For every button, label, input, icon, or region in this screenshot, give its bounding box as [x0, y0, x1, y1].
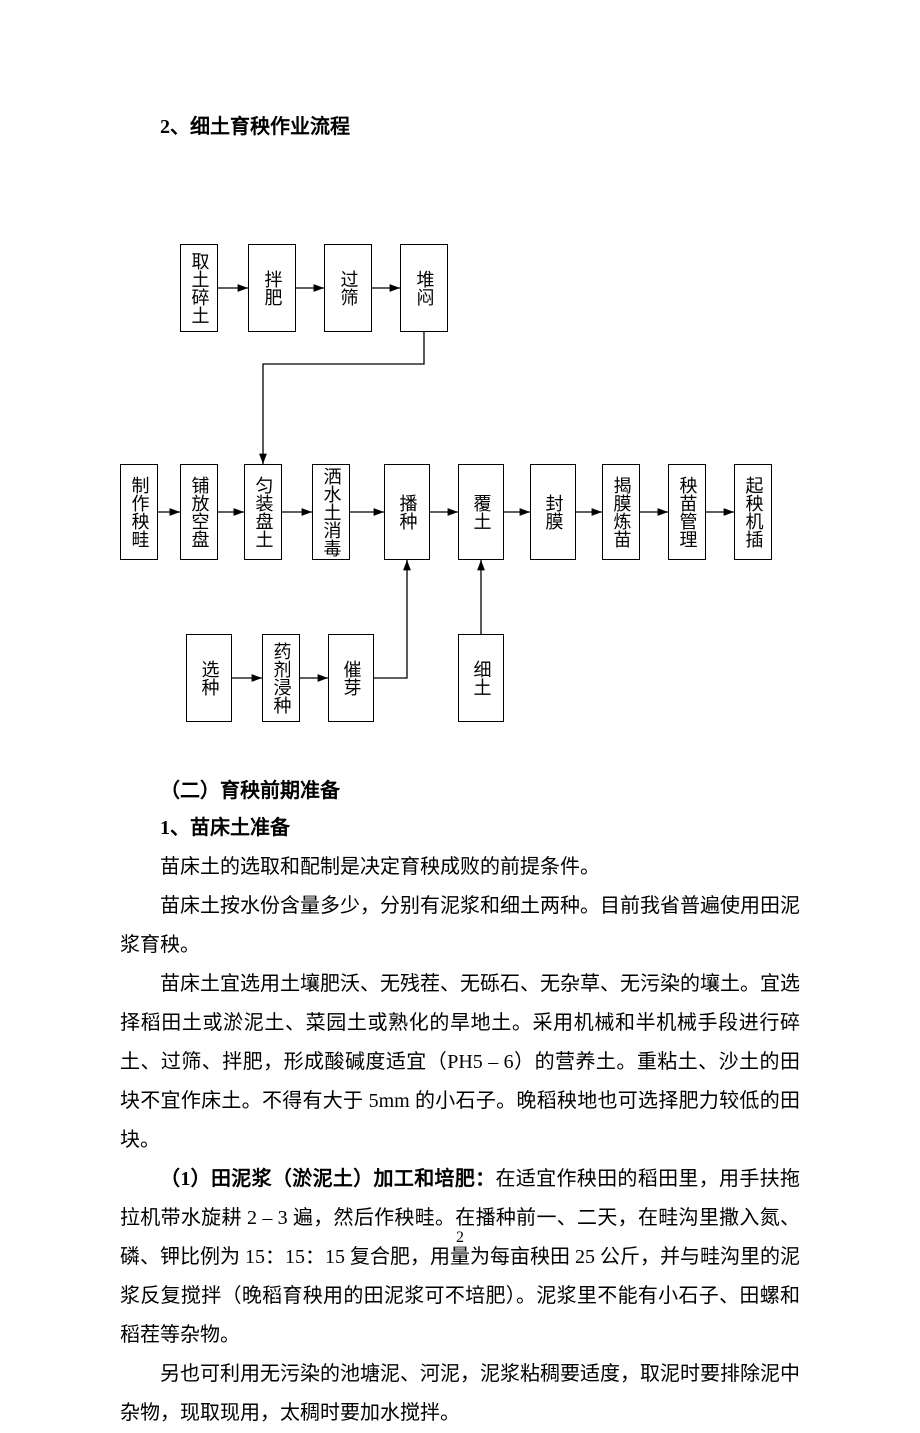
paragraph-4: （1）田泥浆（淤泥土）加工和培肥：在适宜作秧田的稻田里，用手扶拖拉机带水旋耕 2… [120, 1160, 800, 1355]
flow-node-m6: 覆土 [458, 464, 504, 560]
flow-node-m5: 播种 [384, 464, 430, 560]
flow-node-b1: 选种 [186, 634, 232, 722]
subheading-prep: （二）育秧前期准备 [160, 774, 800, 803]
flowchart: 取土碎土拌肥过筛堆闷制作秧畦铺放空盘匀装盘土洒水土消毒播种覆土封膜揭膜炼苗秧苗管… [120, 174, 800, 734]
flow-node-b3: 催芽 [328, 634, 374, 722]
paragraph-4-rest: 在适宜作秧田的稻田里，用手扶拖拉机带水旋耕 2 – 3 遍，然后作秧畦。在播种前… [120, 1168, 800, 1346]
paragraph-1: 苗床土的选取和配制是决定育秧成败的前提条件。 [120, 848, 800, 887]
flow-node-n1: 取土碎土 [180, 244, 218, 332]
flow-node-n4: 堆闷 [400, 244, 448, 332]
flow-node-m1: 制作秧畦 [120, 464, 158, 560]
flow-node-m7: 封膜 [530, 464, 576, 560]
flow-node-n2: 拌肥 [248, 244, 296, 332]
flow-node-m3: 匀装盘土 [244, 464, 282, 560]
heading-flow-title: 2、细土育秧作业流程 [160, 110, 800, 139]
paragraph-2: 苗床土按水份含量多少，分别有泥浆和细土两种。目前我省普遍使用田泥浆育秧。 [120, 887, 800, 965]
flow-node-b2: 药剂浸种 [262, 634, 300, 722]
subheading-soil: 1、苗床土准备 [120, 811, 800, 840]
flow-node-b4: 细土 [458, 634, 504, 722]
page-number: 2 [0, 1229, 920, 1247]
flow-node-n3: 过筛 [324, 244, 372, 332]
flow-node-m4: 洒水土消毒 [312, 464, 350, 560]
flow-node-m10: 起秧机插 [734, 464, 772, 560]
flow-node-m9: 秧苗管理 [668, 464, 706, 560]
flow-node-m2: 铺放空盘 [180, 464, 218, 560]
paragraph-3: 苗床土宜选用土壤肥沃、无残茬、无砾石、无杂草、无污染的壤土。宜选择稻田土或淤泥土… [120, 965, 800, 1160]
flow-node-m8: 揭膜炼苗 [602, 464, 640, 560]
paragraph-4-lead: （1）田泥浆（淤泥土）加工和培肥： [160, 1168, 495, 1190]
page: 2、细土育秧作业流程 取土碎土拌肥过筛堆闷制作秧畦铺放空盘匀装盘土洒水土消毒播种… [0, 0, 920, 1302]
paragraph-5: 另也可利用无污染的池塘泥、河泥，泥浆粘稠要适度，取泥时要排除泥中杂物，现取现用，… [120, 1355, 800, 1433]
